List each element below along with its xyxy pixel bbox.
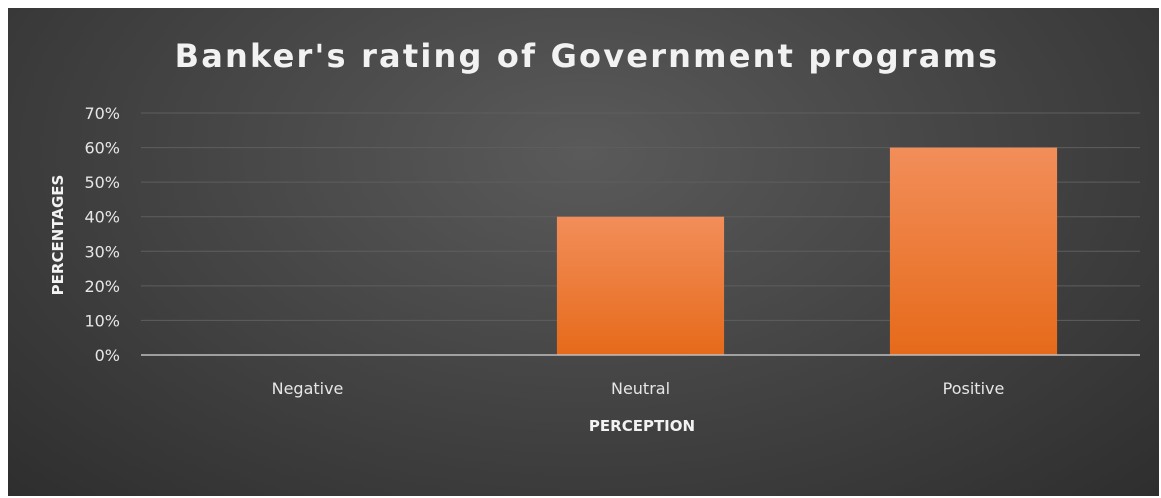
x-axis-label: PERCEPTION bbox=[589, 417, 695, 435]
y-tick-label: 20% bbox=[84, 277, 120, 296]
x-axis-ticks: Negative Neutral Positive bbox=[272, 379, 1005, 398]
y-tick-label: 30% bbox=[84, 242, 120, 261]
y-tick-label: 60% bbox=[84, 139, 120, 158]
y-tick-label: 70% bbox=[84, 104, 120, 123]
y-tick-label: 10% bbox=[84, 311, 120, 330]
y-axis-label: PERCENTAGES bbox=[49, 175, 67, 296]
y-tick-label: 0% bbox=[95, 346, 120, 365]
x-tick-label: Negative bbox=[272, 379, 344, 398]
y-tick-label: 40% bbox=[84, 208, 120, 227]
x-tick-label: Positive bbox=[943, 379, 1005, 398]
bars bbox=[556, 147, 1058, 355]
chart-title: Banker's rating of Government programs bbox=[175, 37, 1000, 75]
bar-positive bbox=[889, 147, 1058, 355]
bar-neutral bbox=[556, 216, 725, 355]
x-tick-label: Neutral bbox=[611, 379, 670, 398]
y-axis-ticks: 0% 10% 20% 30% 40% 50% 60% 70% bbox=[84, 104, 120, 365]
y-tick-label: 50% bbox=[84, 173, 120, 192]
